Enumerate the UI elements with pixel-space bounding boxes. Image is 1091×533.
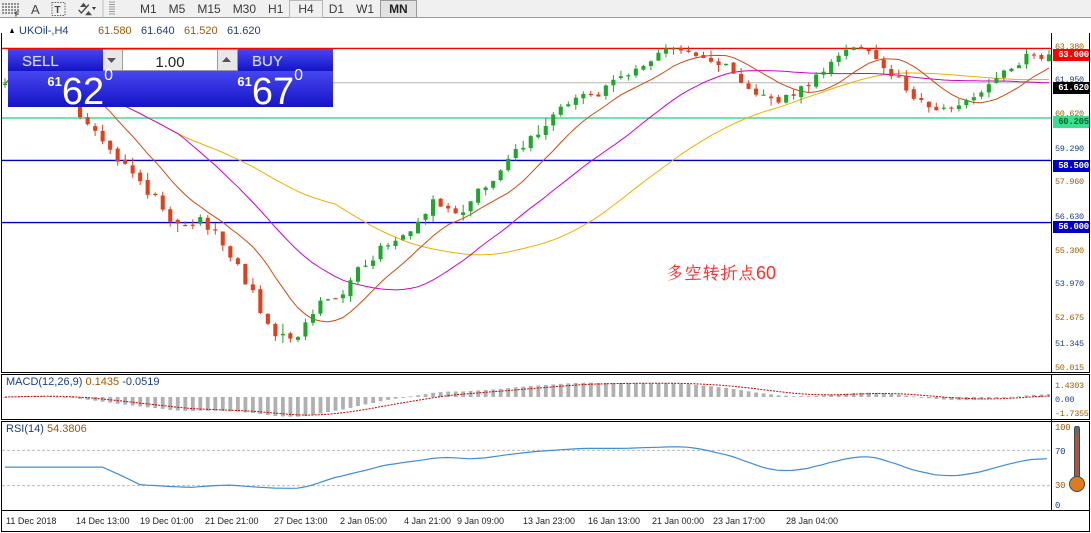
svg-text:F: F [15,12,20,19]
svg-text:T: T [55,5,61,16]
svg-text:A: A [31,2,40,17]
